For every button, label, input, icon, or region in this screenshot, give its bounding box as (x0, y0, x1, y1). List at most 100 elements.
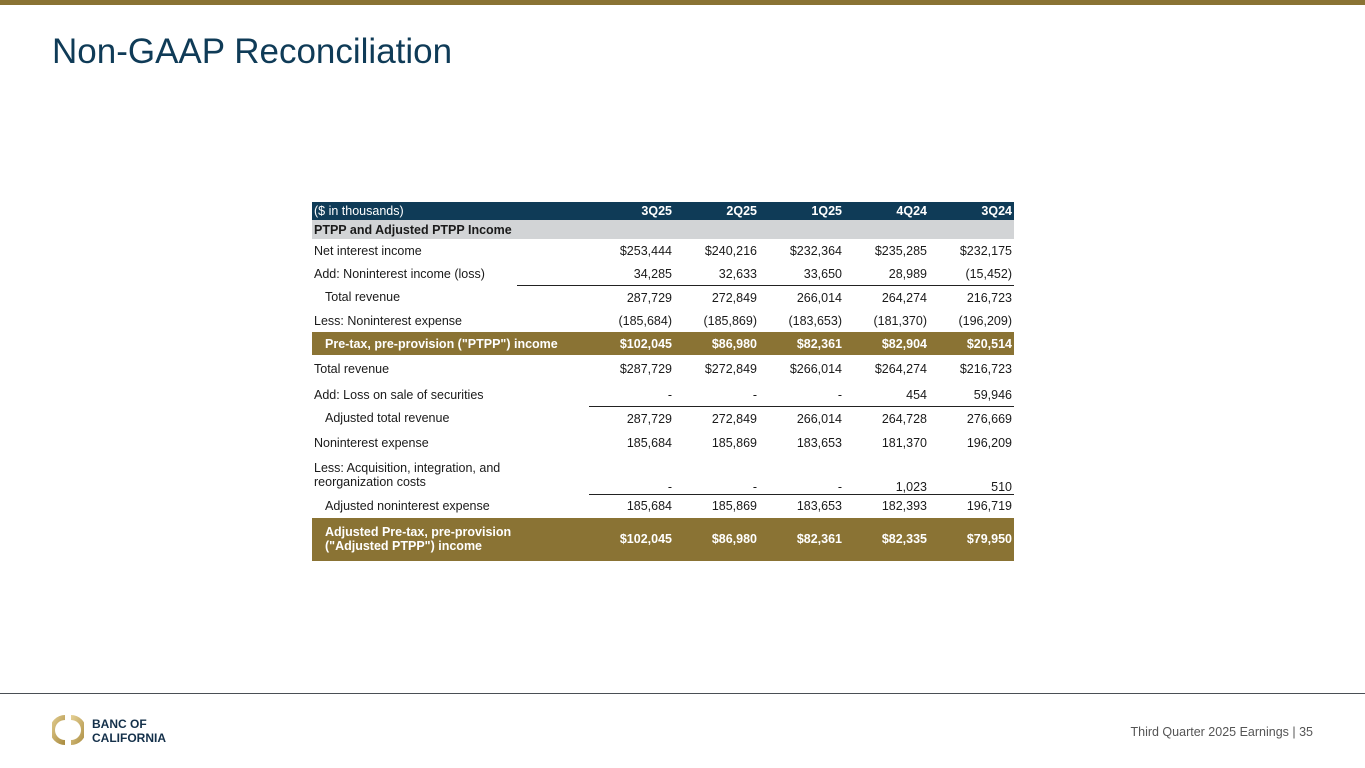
cell-value: (185,684) (618, 313, 672, 328)
cell-value: 182,393 (881, 499, 927, 513)
cell-value: $240,216 (704, 243, 757, 258)
row-label: Adjusted total revenue (312, 407, 589, 431)
cell-value: 1,023 (844, 456, 929, 495)
reconciliation-table: ($ in thousands) 3Q25 2Q25 1Q25 4Q24 3Q2… (312, 202, 1014, 561)
unit-label: ($ in thousands) (312, 202, 589, 220)
table-row: Adjusted noninterest expense 185,684 185,8… (312, 494, 1014, 518)
section-title: PTPP and Adjusted PTPP Income (312, 220, 1014, 239)
logo-text: BANC OF CALIFORNIA (92, 717, 166, 745)
column-header: 3Q24 (929, 202, 1014, 220)
table-header-row: ($ in thousands) 3Q25 2Q25 1Q25 4Q24 3Q2… (312, 202, 1014, 220)
cell-value: 185,869 (711, 499, 757, 513)
row-label-text: Add: Loss on sale of securities (314, 387, 484, 402)
row-label-text: Adjusted total revenue (325, 411, 450, 426)
cell-value: 34,285 (589, 262, 674, 286)
row-label: Total revenue (312, 286, 589, 310)
cell-value: 287,729 (626, 411, 672, 426)
cell-value: 287,729 (626, 290, 672, 305)
cell-value: $86,980 (674, 332, 759, 355)
table-row: Noninterest expense 185,684 185,869 183,653… (312, 430, 1014, 456)
cell-value: $82,335 (844, 517, 929, 561)
banc-of-california-logo-icon (52, 715, 84, 745)
column-header: 1Q25 (759, 202, 844, 220)
table-row: Add: Noninterest income (loss) 34,285 32,6… (312, 262, 1014, 286)
cell-value: 33,650 (759, 262, 844, 286)
row-label: Net interest income (312, 239, 589, 262)
cell-value: $287,729 (619, 362, 672, 376)
table-row: Add: Loss on sale of securities - - -454 59,… (312, 383, 1014, 407)
row-label: Total revenue (312, 355, 589, 383)
cell-value: (15,452) (929, 262, 1014, 286)
cell-value: 196,209 (966, 436, 1012, 450)
cell-value: 264,274 (881, 290, 927, 305)
cell-value: 181,370 (881, 436, 927, 450)
row-label-text: Noninterest expense (314, 436, 429, 450)
top-accent-bar (0, 0, 1365, 5)
total-band-row: Adjusted Pre-tax, pre-provision ("Adjuste… (312, 517, 1014, 561)
cell-value: $102,045 (589, 332, 674, 355)
cell-value: $82,361 (759, 332, 844, 355)
cell-value: - (674, 383, 759, 407)
cell-value: $235,285 (874, 243, 927, 258)
row-label: Adjusted Pre-tax, pre-provision ("Adjuste… (312, 517, 589, 561)
cell-value: (183,653) (788, 313, 842, 328)
page-title: Non-GAAP Reconciliation (52, 32, 453, 71)
row-label-text: Less: Acquisition, integration, and (314, 461, 501, 475)
subtotal-rule (517, 284, 591, 286)
footer-page-label: Third Quarter 2025 Earnings | 35 (1130, 725, 1313, 739)
cell-value: 264,728 (881, 411, 927, 426)
cell-value: 185,869 (711, 436, 757, 450)
cell-value: $216,723 (959, 362, 1012, 376)
row-label-text: Total revenue (325, 290, 401, 305)
row-label-text: Add: Noninterest income (loss) (314, 266, 485, 281)
footer-divider (0, 693, 1365, 694)
cell-value: 272,849 (711, 411, 757, 426)
cell-value: $272,849 (704, 362, 757, 376)
cell-value: - (759, 383, 844, 407)
row-label: Less: Acquisition, integration, and reorg… (312, 456, 589, 494)
cell-value: 185,684 (626, 436, 672, 450)
cell-value: 185,684 (626, 499, 672, 513)
row-label-text: Total revenue (314, 362, 390, 376)
cell-value: 59,946 (929, 383, 1014, 407)
row-label: Less: Noninterest expense (312, 309, 589, 332)
cell-value: 272,849 (711, 290, 757, 305)
cell-value: $82,361 (759, 517, 844, 561)
row-label-text: ("Adjusted PTPP") income (325, 539, 483, 553)
cell-value: 183,653 (796, 436, 842, 450)
row-label-text: Less: Noninterest expense (314, 313, 463, 328)
cell-value: 28,989 (844, 262, 929, 286)
cell-value: 510 (929, 456, 1014, 495)
cell-value: - (674, 456, 759, 495)
row-label: Noninterest expense (312, 430, 589, 456)
cell-value: 266,014 (796, 290, 842, 305)
column-header: 3Q25 (589, 202, 674, 220)
cell-value: $232,175 (959, 243, 1012, 258)
table-row: Less: Acquisition, integration, and reorg… (312, 456, 1014, 495)
cell-value: (181,370) (873, 313, 927, 328)
cell-value: $264,274 (874, 362, 927, 376)
row-label-text: Adjusted noninterest expense (325, 498, 490, 513)
cell-value: $232,364 (789, 243, 842, 258)
section-header-row: PTPP and Adjusted PTPP Income (312, 220, 1014, 239)
cell-value: $86,980 (674, 517, 759, 561)
cell-value: 183,653 (796, 499, 842, 513)
cell-value: 454 (844, 383, 929, 407)
cell-value: $266,014 (789, 362, 842, 376)
cell-value: 196,719 (966, 499, 1012, 513)
row-label-text: Pre-tax, pre-provision ("PTPP") income (325, 336, 558, 351)
row-label: Add: Noninterest income (loss) (312, 262, 591, 286)
row-label-text: Net interest income (314, 243, 422, 258)
row-label-text: reorganization costs (314, 475, 426, 489)
table-row: Total revenue $287,729 $272,849 $266,014 $26… (312, 355, 1014, 383)
cell-value: - (589, 456, 674, 495)
column-header: 4Q24 (844, 202, 929, 220)
cell-value: $102,045 (589, 517, 674, 561)
row-label: Adjusted noninterest expense (312, 494, 589, 518)
cell-value: 266,014 (796, 411, 842, 426)
table-row: Net interest income $253,444 $240,216 $232,… (312, 239, 1014, 262)
cell-value: - (759, 456, 844, 495)
cell-value: - (589, 383, 674, 407)
cell-value: 276,669 (966, 411, 1012, 426)
cell-value: (185,869) (703, 313, 757, 328)
